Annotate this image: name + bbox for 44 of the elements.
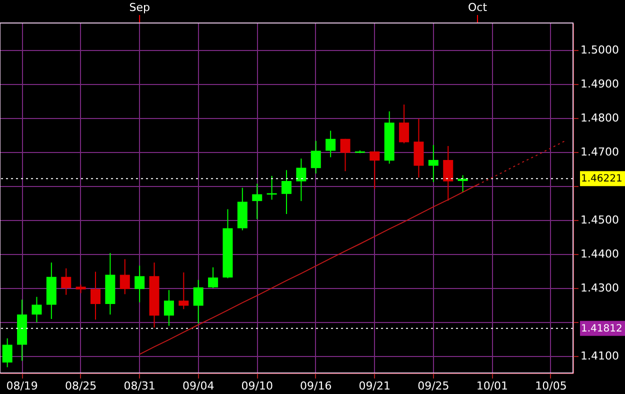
x-tick-label: 08/31 [124, 380, 156, 392]
y-tick-label: 1.4700 [580, 146, 619, 159]
candlestick [428, 144, 438, 183]
candlestick [296, 158, 306, 202]
candlestick [340, 138, 350, 172]
candlestick [282, 170, 292, 214]
x-tick-label: 08/19 [6, 380, 38, 392]
text: Sep [129, 1, 150, 14]
text: Oct [468, 1, 488, 14]
candlestick [370, 150, 380, 190]
y-tick-label: 1.5000 [580, 44, 619, 57]
x-tick-label: 09/10 [241, 380, 273, 392]
x-tick-label: 09/16 [300, 380, 332, 392]
candlestick [164, 290, 174, 326]
x-tick-label: 08/25 [64, 380, 97, 392]
y-tick-label: 1.4800 [580, 112, 619, 125]
x-tick-label: 09/25 [418, 380, 450, 392]
candlestick [443, 146, 454, 202]
candlestick [458, 174, 468, 193]
candlestick [2, 338, 12, 368]
candlestick [252, 183, 262, 220]
candlestick [120, 258, 130, 295]
x-tick-label: 09/21 [358, 380, 391, 392]
y-tick-label: 1.4100 [580, 350, 619, 363]
candlestick [208, 266, 218, 289]
x-tick-label: 10/01 [476, 380, 508, 392]
y-tick-label: 1.4300 [580, 282, 619, 295]
candlestick [90, 271, 100, 320]
candlestick [326, 130, 336, 158]
candlestick [134, 265, 145, 303]
candlestick [266, 175, 277, 200]
ref-line-label: 1.41812 [581, 323, 622, 334]
candlestick [193, 279, 204, 324]
y-tick-label: 1.4900 [580, 78, 619, 91]
x-tick-label: 09/04 [182, 380, 214, 392]
candlestick [61, 268, 72, 296]
candlestick [399, 104, 410, 144]
candlestick [178, 272, 189, 310]
y-tick-label: 1.4400 [580, 248, 619, 261]
ref-line-label: 1.46221 [581, 174, 622, 185]
y-tick-label: 1.4500 [580, 214, 619, 227]
x-tick-label: 10/05 [535, 380, 567, 392]
candlestick [32, 296, 42, 323]
candlestick [310, 140, 321, 174]
